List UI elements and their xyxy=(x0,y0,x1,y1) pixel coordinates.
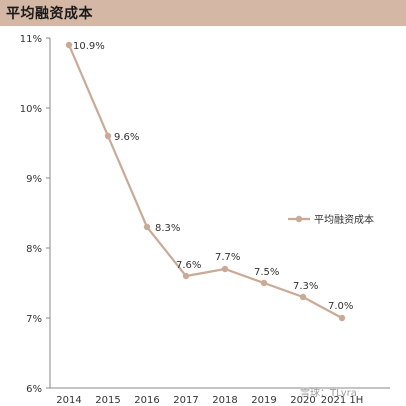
data-label: 7.5% xyxy=(254,267,279,278)
data-point xyxy=(143,223,151,231)
x-tick-label: 2021 1H xyxy=(321,395,364,406)
x-tick-label: 2017 xyxy=(173,395,198,406)
x-tick-label: 2015 xyxy=(95,395,120,406)
data-point xyxy=(260,279,268,287)
data-label: 7.6% xyxy=(176,260,201,271)
y-tick-label: 6% xyxy=(26,384,42,395)
y-tick-label: 8% xyxy=(26,244,42,255)
data-point xyxy=(221,265,229,273)
data-label: 10.9% xyxy=(73,41,105,52)
watermark-text: 雪球：TLyra xyxy=(300,388,357,399)
chart-title: 平均融资成本 xyxy=(6,6,93,22)
y-tick-label: 7% xyxy=(26,314,42,325)
legend-label: 平均融资成本 xyxy=(314,213,374,226)
y-tick-label: 11% xyxy=(20,34,42,45)
data-label: 7.7% xyxy=(215,252,240,263)
data-label: 9.6% xyxy=(114,132,139,143)
title-bar: 平均融资成本 xyxy=(0,0,406,26)
data-point xyxy=(104,132,112,140)
y-tick-label: 10% xyxy=(20,104,42,115)
x-tick-label: 2020 xyxy=(290,395,315,406)
x-tick-label: 2019 xyxy=(251,395,276,406)
data-point xyxy=(182,272,190,280)
y-tick-label: 9% xyxy=(26,174,42,185)
x-tick-label: 2016 xyxy=(134,395,159,406)
x-tick-label: 2014 xyxy=(56,395,81,406)
data-point xyxy=(299,293,307,301)
data-point xyxy=(65,41,73,49)
x-tick-label: 2018 xyxy=(212,395,237,406)
data-label: 7.0% xyxy=(328,301,353,312)
data-label: 7.3% xyxy=(293,281,318,292)
series-line xyxy=(67,44,343,319)
legend-marker xyxy=(295,215,303,223)
data-label: 8.3% xyxy=(155,223,180,234)
data-point xyxy=(338,314,346,322)
